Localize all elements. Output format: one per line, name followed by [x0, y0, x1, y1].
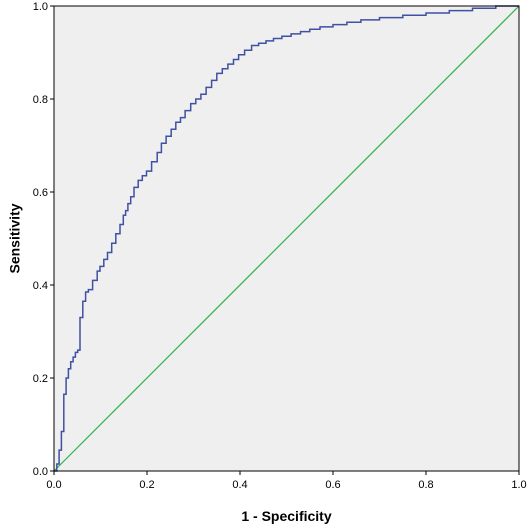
y-tick-label: 0.2 [33, 373, 48, 385]
y-tick-label: 0.8 [33, 94, 48, 106]
x-tick-label: 0.8 [418, 479, 433, 491]
x-axis-title: 1 - Specificity [241, 508, 331, 524]
x-tick-label: 1.0 [511, 479, 526, 491]
y-tick-label: 0.4 [33, 280, 48, 292]
y-tick-label: 1.0 [33, 1, 48, 13]
reference-diagonal-line [53, 5, 520, 472]
y-tick-label: 0.0 [33, 466, 48, 478]
reference-line-layer [53, 5, 520, 472]
y-axis-title: Sensitivity [7, 203, 23, 273]
x-tick-label: 0.2 [139, 479, 154, 491]
x-tick-label: 0.0 [46, 479, 61, 491]
plot-frame [53, 5, 520, 472]
x-axis: 0.0 0.2 0.4 0.6 0.8 1.0 [46, 471, 527, 491]
x-tick-label: 0.4 [232, 479, 247, 491]
roc-curve-layer [54, 5, 519, 472]
y-tick-label: 0.6 [33, 187, 48, 199]
roc-curve-line [54, 5, 519, 472]
y-axis: 0.0 0.2 0.4 0.6 0.8 1.0 [33, 1, 54, 478]
x-tick-label: 0.6 [325, 479, 340, 491]
